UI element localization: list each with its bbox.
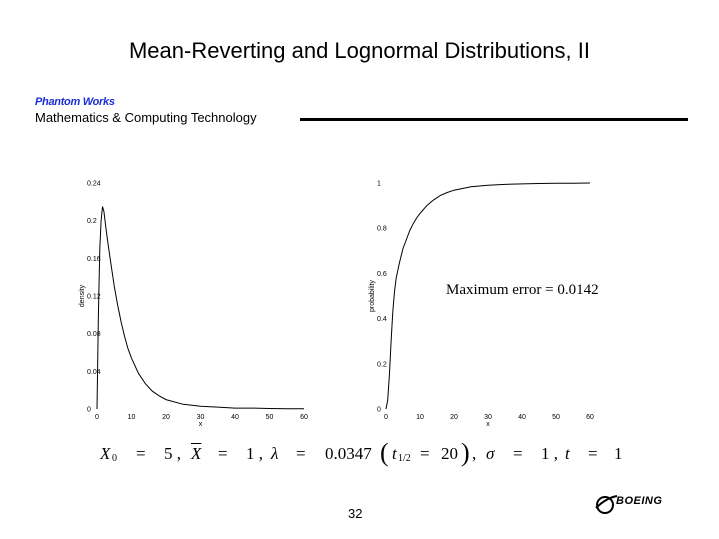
sigma-symbol: σ [486, 444, 495, 463]
x-tick-label: 30 [197, 414, 205, 421]
y-tick-label: 1 [377, 181, 381, 188]
x-tick-label: 40 [518, 414, 526, 421]
close-paren: ) [461, 438, 470, 467]
probability-chart-ylabel: probability [369, 280, 376, 312]
y-tick-label: 0 [87, 407, 91, 414]
x-tick-label: 20 [162, 414, 170, 421]
page-number: 32 [348, 506, 363, 521]
y-tick-label: 0.24 [87, 181, 101, 188]
y-tick-label: 0.4 [377, 316, 387, 323]
slide-title: Mean-Reverting and Lognormal Distributio… [128, 38, 590, 63]
t-value: 1 [614, 444, 623, 463]
equals-sign: = [420, 444, 430, 463]
y-tick-label: 0.12 [87, 294, 101, 301]
x-tick-label: 30 [484, 414, 492, 421]
t-half-value: 20 [441, 444, 458, 463]
lambda-value: 0.0347 [325, 444, 372, 463]
max-error-note: Maximum error = 0.0142 [446, 282, 599, 298]
header-rule [300, 118, 688, 121]
x-tick-label: 0 [95, 414, 99, 421]
open-paren: ( [380, 438, 389, 467]
density-chart-xlabel: x [199, 421, 203, 428]
y-tick-label: 0.2 [87, 218, 97, 225]
x-tick-label: 0 [384, 414, 388, 421]
t-symbol: t [565, 444, 570, 463]
x-tick-label: 20 [450, 414, 458, 421]
sigma-value: 1 , [541, 444, 558, 463]
probability-chart-xlabel: x [486, 421, 490, 428]
y-tick-label: 0.08 [87, 331, 101, 338]
t-half-subscript: 1/2 [398, 453, 411, 464]
y-tick-label: 0.2 [377, 361, 387, 368]
lambda-symbol: λ [271, 444, 279, 463]
boeing-logo: BOEING [616, 495, 663, 507]
x0-symbol: X [100, 444, 111, 463]
x-tick-label: 40 [231, 414, 239, 421]
equals-sign: = [218, 444, 228, 463]
org-name: Mathematics & Computing Technology [35, 110, 257, 125]
equals-sign: = [136, 444, 146, 463]
comma: , [472, 444, 477, 463]
x0-subscript: 0 [112, 453, 117, 464]
equals-sign: = [513, 444, 523, 463]
xbar-symbol: X [191, 444, 202, 463]
probability-chart-ticks: 0 10 20 30 40 50 60 0 0.2 0.4 0.6 0.8 1 [377, 181, 594, 422]
y-tick-label: 0 [377, 407, 381, 414]
brand-name: Phantom Works [35, 96, 115, 108]
x-tick-label: 10 [128, 414, 136, 421]
density-chart-ylabel: density [79, 284, 86, 307]
density-curve [96, 206, 305, 410]
equals-sign: = [296, 444, 306, 463]
xbar-value: 1 , [246, 444, 263, 463]
t-half-symbol: t [392, 444, 397, 463]
x-tick-label: 10 [416, 414, 424, 421]
y-tick-label: 0.8 [377, 226, 387, 233]
y-tick-label: 0.6 [377, 271, 387, 278]
y-tick-label: 0.16 [87, 256, 101, 263]
x0-value: 5 , [164, 444, 181, 463]
x-tick-label: 60 [586, 414, 594, 421]
x-tick-label: 60 [300, 414, 308, 421]
parameter-equation: X 0 = 5 , X = 1 , λ = 0.0347 ( t 1/2 = 2… [98, 438, 638, 472]
boeing-logo-icon [595, 495, 618, 514]
y-tick-label: 0.04 [87, 369, 101, 376]
probability-curve [385, 182, 591, 410]
x-tick-label: 50 [266, 414, 274, 421]
x-tick-label: 50 [552, 414, 560, 421]
probability-chart: 0 10 20 30 40 50 60 0 0.2 0.4 0.6 0.8 1 x probabilit… [369, 181, 594, 429]
equals-sign: = [588, 444, 598, 463]
density-chart-ticks: 0 10 20 30 40 50 60 0 0.04 0.08 0.12 0.16 0.2 0.24 [87, 181, 308, 422]
